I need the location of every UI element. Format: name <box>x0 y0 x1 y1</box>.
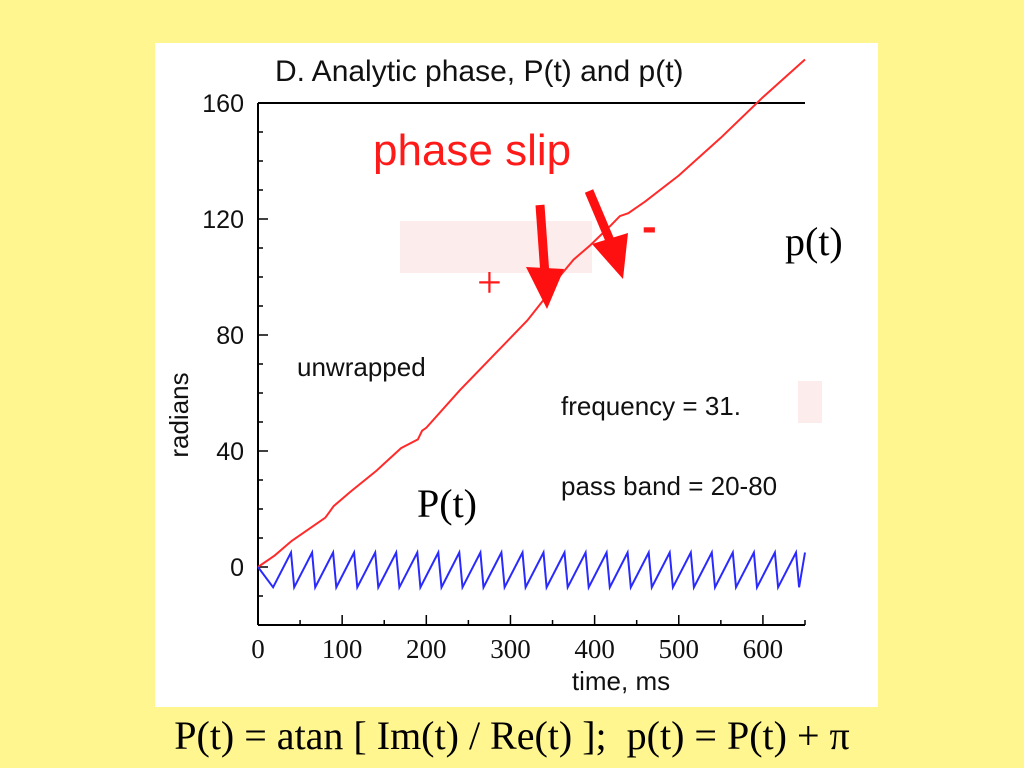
P-series-label: P(t) <box>417 481 477 526</box>
pass-band-label: pass band = 20-80 <box>561 471 777 501</box>
unwrapped-label: unwrapped <box>297 352 426 382</box>
frequency-highlight <box>798 381 822 423</box>
x-ticks: 0 100 200 300 400 500 600 <box>251 615 806 664</box>
series-line-p <box>257 58 806 568</box>
phase-slip-label: phase slip <box>373 126 571 175</box>
y-tick-label: 0 <box>230 554 244 582</box>
x-tick-label: 400 <box>574 634 615 664</box>
y-tick-label: 80 <box>216 322 244 350</box>
y-ticks: 0 40 80 120 160 <box>202 90 268 626</box>
chart-canvas: D. Analytic phase, P(t) and p(t) 0 40 80 12… <box>164 55 843 696</box>
chart-figure: D. Analytic phase, P(t) and p(t) 0 40 80 12… <box>155 43 878 707</box>
plus-sign: + <box>477 258 502 307</box>
x-tick-label: 600 <box>743 634 784 664</box>
x-tick-label: 500 <box>659 634 700 664</box>
x-tick-label: 0 <box>251 634 265 664</box>
chart-title: D. Analytic phase, P(t) and p(t) <box>275 55 684 88</box>
phase-formula: P(t) = atan [ Im(t) / Re(t) ]; p(t) = P(… <box>174 713 850 758</box>
y-tick-label: 160 <box>202 90 244 118</box>
phase-slip-highlight <box>400 221 592 273</box>
x-tick-label: 100 <box>322 634 363 664</box>
x-axis-label: time, ms <box>572 666 670 696</box>
frequency-label: frequency = 31. <box>561 391 741 421</box>
minus-sign: - <box>642 202 657 251</box>
x-tick-label: 300 <box>490 634 531 664</box>
x-tick-label: 200 <box>406 634 447 664</box>
y-axis-label: radians <box>164 372 194 457</box>
p-series-label: p(t) <box>785 219 843 264</box>
phase-slip-arrow-2 <box>584 189 628 279</box>
y-tick-label: 40 <box>216 438 244 466</box>
y-tick-label: 120 <box>202 206 244 234</box>
phase-slip-arrow-1 <box>526 204 564 309</box>
series-line-P <box>257 548 806 591</box>
